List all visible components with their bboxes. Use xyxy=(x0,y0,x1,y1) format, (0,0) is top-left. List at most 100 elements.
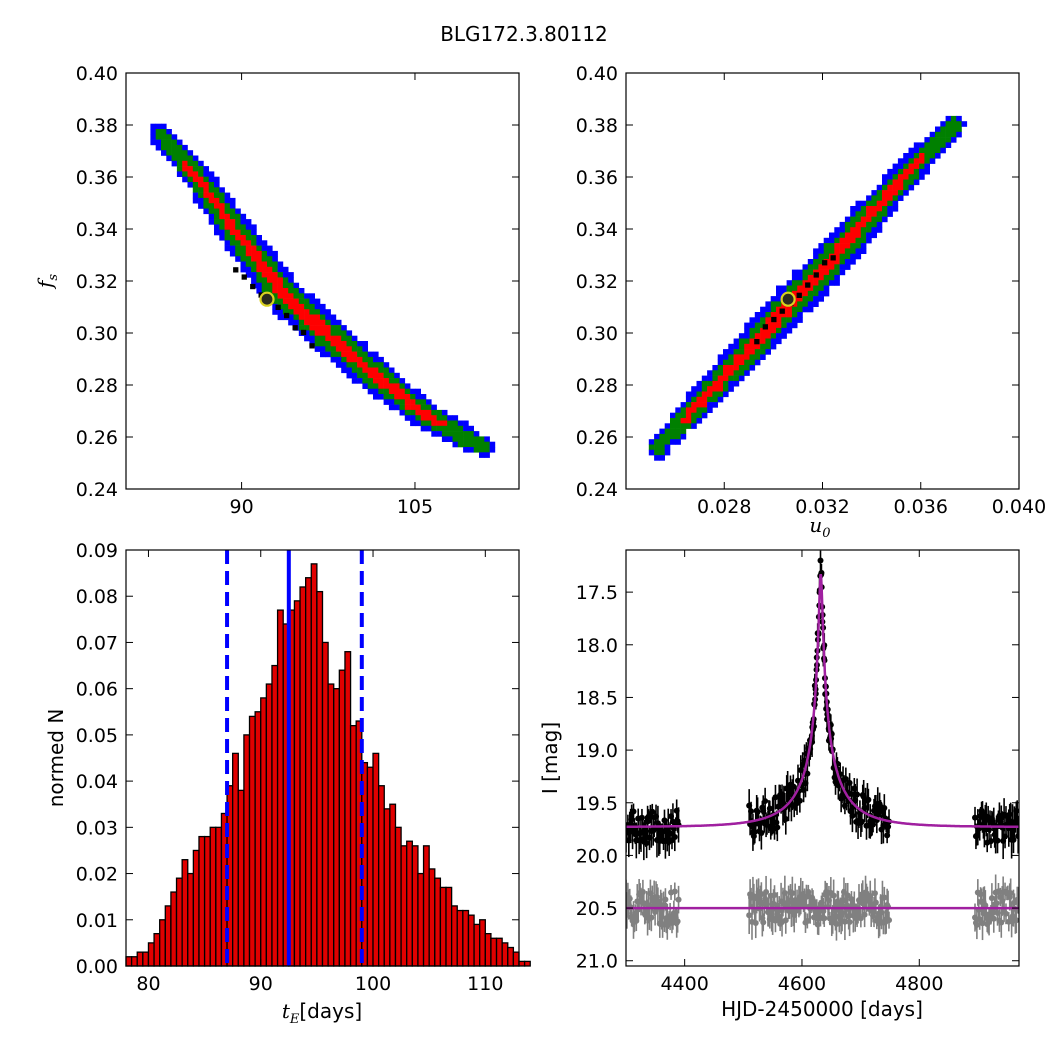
te-histogram-ytick-label: 0.00 xyxy=(76,956,118,978)
u0-fs-cell xyxy=(945,115,952,122)
u0-fs-cell xyxy=(919,147,925,154)
te-fs-cell xyxy=(341,341,347,347)
u0-fs-cell xyxy=(839,248,846,254)
u0-fs-cell xyxy=(871,206,877,212)
te-fs-cell xyxy=(235,229,241,236)
te-fs-cell xyxy=(251,229,257,236)
u0-fs-cell xyxy=(691,386,697,392)
u0-fs-cell xyxy=(723,386,729,392)
light-curve-residual-point xyxy=(886,917,893,924)
te-fs-cell xyxy=(219,203,225,209)
te-fs-cell xyxy=(224,208,231,215)
u0-fs-cell xyxy=(807,264,814,270)
te-histogram-bar xyxy=(462,909,470,967)
u0-fs-cell xyxy=(829,248,835,254)
te-fs-cell xyxy=(166,139,172,146)
u0-fs-cell xyxy=(818,253,824,260)
te-fs-cell xyxy=(229,208,236,215)
light-curve-point xyxy=(987,838,994,845)
te-fs-cell xyxy=(272,282,278,289)
u0-fs-cell xyxy=(685,412,692,419)
te-fs-cell xyxy=(229,250,236,257)
te-fs-cell xyxy=(351,351,358,358)
te-histogram-bar xyxy=(400,845,408,967)
u0-fs-cell xyxy=(712,391,718,398)
light-curve-residual-point xyxy=(758,891,765,898)
te-fs-cell xyxy=(415,404,421,411)
te-fs-cell xyxy=(362,372,368,379)
u0-fs-cell xyxy=(823,290,830,297)
u0-fs-cell xyxy=(691,423,697,429)
te-fs-cell xyxy=(251,272,257,278)
te-fs-cell xyxy=(452,420,459,427)
light-curve-ticks: 4400 4600 4800 17.5 18.0 18.5 19.0 19.5 20.0 20.5… xyxy=(576,550,1019,995)
u0-fs-heatmap xyxy=(648,115,968,461)
te-fs-cell xyxy=(378,388,384,395)
te-histogram-bar xyxy=(366,766,374,967)
u0-fs-cell xyxy=(770,343,777,350)
light-curve-point xyxy=(630,808,637,815)
u0-fs-cell xyxy=(707,375,713,382)
u0-fs-cell xyxy=(685,396,692,403)
te-fs-cell xyxy=(267,266,273,273)
u0-fs-cell xyxy=(887,168,893,175)
te-fs-cell xyxy=(304,314,310,321)
u0-fs-cell xyxy=(770,312,777,318)
te-fs-cell xyxy=(346,367,353,374)
u0-fs-cell xyxy=(723,354,729,360)
u0-fs-cell xyxy=(797,301,803,307)
te-fs-cell xyxy=(394,372,400,379)
u0-fs-cell xyxy=(680,423,687,429)
te-histogram-bar xyxy=(523,960,531,967)
te-fs-cell xyxy=(298,314,305,321)
te-fs-cell xyxy=(325,314,331,321)
u0-fs-cell xyxy=(823,280,830,286)
u0-fs-cell xyxy=(733,359,740,366)
u0-fs-cell xyxy=(791,290,798,297)
te-fs-cell xyxy=(198,171,204,177)
u0-fs-cell xyxy=(887,206,893,212)
te-fs-ytick-label: 0.38 xyxy=(76,115,118,137)
te-fs-cell xyxy=(441,436,448,442)
te-fs-cell xyxy=(436,420,443,427)
te-fs-cell xyxy=(404,415,411,421)
u0-fs-cell xyxy=(919,158,925,164)
u0-fs-ytick-label: 0.24 xyxy=(576,479,618,501)
u0-fs-ytick-label: 0.28 xyxy=(576,375,618,397)
te-histogram-bar xyxy=(159,919,166,967)
u0-fs-cell xyxy=(765,338,771,345)
u0-fs-cell xyxy=(701,386,708,392)
light-curve-residual-point xyxy=(1002,910,1009,917)
u0-fs-cell xyxy=(850,237,856,244)
te-fs-cell xyxy=(309,335,315,342)
te-fs-cell xyxy=(373,362,379,368)
u0-fs-cell xyxy=(818,296,824,302)
te-histogram-bar xyxy=(243,734,251,967)
u0-fs-cell xyxy=(712,386,718,392)
u0-fs-cell xyxy=(675,418,681,424)
u0-fs-cell xyxy=(797,285,803,292)
u0-fs-cell xyxy=(887,174,893,180)
te-fs-cell xyxy=(272,266,278,273)
u0-fs-cell xyxy=(744,327,750,334)
te-fs-cell xyxy=(192,182,199,188)
light-curve-residual-point xyxy=(998,919,1005,926)
u0-fs-cell xyxy=(807,274,814,281)
te-histogram-axes-frame xyxy=(125,549,520,967)
u0-fs-cell xyxy=(913,153,920,159)
te-histogram-bar xyxy=(434,877,442,967)
te-fs-cell xyxy=(383,367,390,374)
te-fs-cell xyxy=(298,293,305,299)
te-histogram-bar xyxy=(473,923,481,967)
u0-fs-cell xyxy=(903,158,909,164)
u0-fs-cell xyxy=(913,168,920,175)
te-fs-cell xyxy=(330,346,337,352)
light-curve-xtick-label: 4600 xyxy=(778,973,826,995)
te-fs-cell xyxy=(399,399,406,405)
u0-fs-cell xyxy=(802,269,809,276)
light-curve-residual-point xyxy=(1007,890,1014,897)
u0-fs-cell xyxy=(876,211,883,217)
u0-fs-cell-peak xyxy=(805,282,811,288)
te-fs-cell xyxy=(155,123,162,130)
u0-fs-cell xyxy=(855,211,862,217)
